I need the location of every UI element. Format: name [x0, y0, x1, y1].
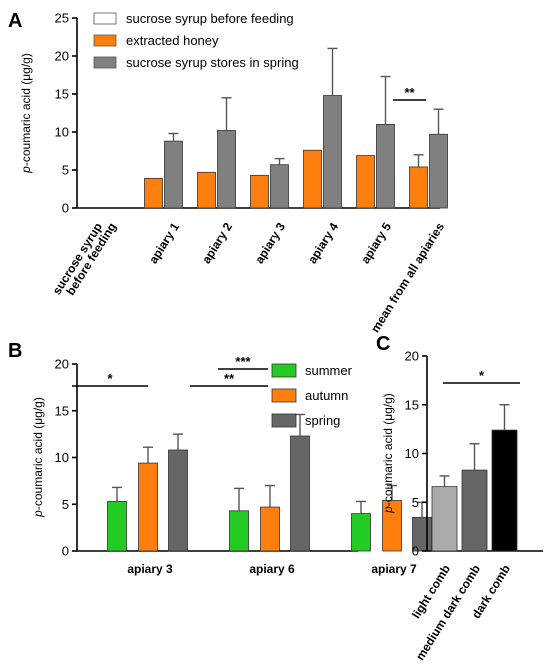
significance-label: **: [224, 371, 235, 386]
y-tick-label: 15: [55, 403, 69, 418]
legend-label: autumn: [305, 388, 348, 403]
panel-label: C: [376, 333, 390, 355]
bar-summer-0: [107, 501, 127, 552]
y-tick-label: 0: [62, 544, 69, 559]
legend-swatch: [93, 56, 117, 69]
bar-spring-0: [168, 449, 188, 552]
y-tick-label: 0: [412, 544, 419, 559]
y-tick-label: 5: [62, 163, 69, 178]
bar-sucrose-syrup-stores-in-spring-6: [429, 133, 448, 209]
bar-summer-2: [351, 513, 371, 552]
bar-sucrose-syrup-stores-in-spring-4: [323, 95, 342, 209]
x-category-label: apiary 3: [127, 562, 173, 576]
legend-label: sucrose syrup before feeding: [126, 11, 294, 26]
significance-label: **: [404, 85, 415, 100]
legend-swatch: [271, 363, 297, 378]
y-tick-label: 10: [55, 450, 69, 465]
y-tick-label: 15: [405, 397, 419, 412]
y-tick-label: 20: [405, 349, 419, 364]
legend-swatch: [93, 12, 117, 25]
y-tick-label: 10: [55, 125, 69, 140]
bar-extracted-honey-3: [250, 174, 269, 209]
panel-label: B: [8, 340, 22, 362]
bar-comb-1: [461, 469, 488, 552]
y-tick-label: 5: [62, 497, 69, 512]
bar-summer-1: [229, 510, 249, 552]
bar-sucrose-syrup-stores-in-spring-5: [376, 124, 395, 209]
y-tick-label: 20: [55, 357, 69, 372]
significance-label: ***: [235, 354, 251, 369]
legend-swatch: [93, 34, 117, 47]
legend-label: summer: [305, 363, 353, 378]
y-tick-label: 25: [55, 11, 69, 26]
x-category-label: apiary 6: [249, 562, 295, 576]
bar-sucrose-syrup-stores-in-spring-1: [164, 140, 183, 209]
significance-label: *: [479, 368, 485, 383]
bar-comb-0: [431, 486, 458, 552]
bar-sucrose-syrup-stores-in-spring-2: [217, 130, 236, 209]
bar-extracted-honey-6: [409, 166, 428, 209]
legend-label: spring: [305, 413, 340, 428]
bar-extracted-honey-2: [197, 171, 216, 209]
x-category-label: apiary 7: [371, 562, 417, 576]
bar-comb-2: [491, 429, 518, 552]
y-tick-label: 20: [55, 49, 69, 64]
y-axis-label: p-coumaric acid (μg/g): [31, 397, 45, 518]
significance-label: *: [107, 371, 113, 386]
bar-spring-1: [290, 435, 310, 552]
y-tick-label: 0: [62, 201, 69, 216]
x-category-label: apiary 1: [146, 220, 182, 266]
panel-label: A: [8, 10, 22, 32]
legend-label: extracted honey: [126, 33, 219, 48]
x-category-label: apiary 4: [305, 220, 341, 266]
y-axis-label: p-coumaric acid (μg/g): [381, 393, 395, 514]
bar-extracted-honey-4: [303, 149, 322, 209]
y-tick-label: 15: [55, 87, 69, 102]
bar-autumn-0: [138, 462, 158, 552]
bar-autumn-1: [260, 506, 280, 552]
legend-swatch: [271, 388, 297, 403]
x-category-label: apiary 5: [358, 220, 394, 266]
legend-label: sucrose syrup stores in spring: [126, 55, 299, 70]
bar-extracted-honey-1: [144, 177, 163, 209]
y-axis-label: p-coumaric acid (μg/g): [19, 53, 33, 174]
x-category-label: apiary 3: [252, 220, 288, 266]
bar-extracted-honey-5: [356, 155, 375, 209]
y-tick-label: 5: [412, 495, 419, 510]
bar-sucrose-syrup-stores-in-spring-3: [270, 164, 289, 209]
legend-swatch: [271, 413, 297, 428]
x-category-label: apiary 2: [199, 220, 235, 266]
y-tick-label: 10: [405, 446, 419, 461]
